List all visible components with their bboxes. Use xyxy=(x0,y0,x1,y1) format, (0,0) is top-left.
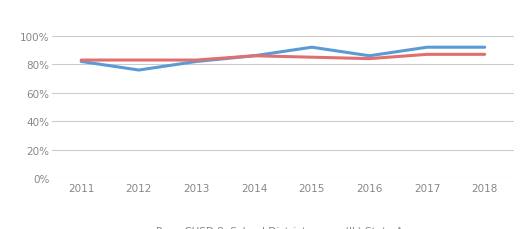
Legend: Pana CUSD 8  School District, (IL) State Average: Pana CUSD 8 School District, (IL) State … xyxy=(128,226,438,229)
